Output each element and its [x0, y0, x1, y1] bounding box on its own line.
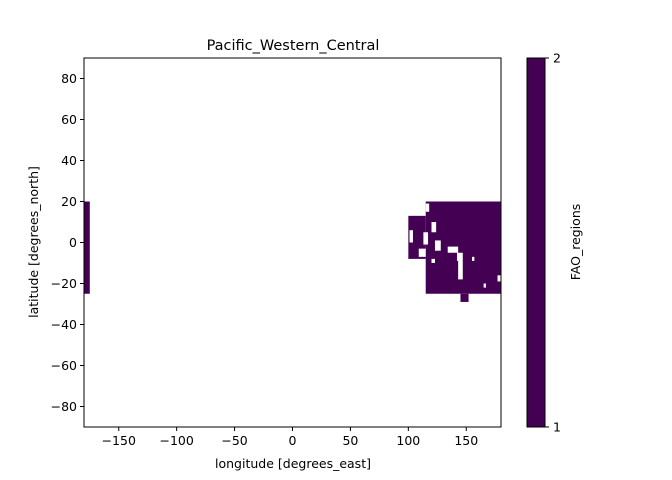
x-tick-label: −150 [102, 433, 136, 448]
land-gap-11 [497, 275, 501, 282]
colorbar-fill [527, 58, 545, 427]
land-gap-12 [431, 258, 435, 263]
colorbar-frame [526, 57, 546, 428]
land-gap-4 [423, 232, 429, 245]
x-tick-label: −50 [221, 433, 247, 448]
y-tick-label: −60 [51, 358, 77, 373]
land-gap-5 [434, 240, 441, 251]
y-tick-label: −20 [51, 276, 77, 291]
land-gap-1 [418, 248, 426, 257]
x-axis-label: longitude [degrees_east] [215, 456, 371, 471]
colorbar-label: FAO_regions [568, 204, 583, 281]
x-tick-label: 100 [396, 433, 420, 448]
land-gap-9 [472, 256, 475, 261]
y-axis: −80 −60 −40 −20 0 20 40 60 80 [51, 71, 84, 414]
land-gap-6 [447, 246, 459, 253]
region-cell-2 [408, 215, 426, 259]
y-tick-label: 60 [61, 112, 77, 127]
colorbar-tick-label: 1 [553, 420, 561, 435]
land-gap-0 [409, 230, 413, 243]
x-tick-label: −100 [159, 433, 193, 448]
chart-title: Pacific_Western_Central [207, 38, 380, 54]
x-axis: −150 −100 −50 0 50 100 150 [102, 427, 478, 448]
colorbar-ticks: 12 [545, 51, 561, 435]
y-tick-label: 40 [61, 153, 77, 168]
y-tick-label: 0 [69, 235, 77, 250]
land-gap-layer [409, 203, 501, 288]
land-gap-2 [425, 203, 430, 212]
y-tick-label: 20 [61, 194, 77, 209]
land-gap-10 [483, 283, 486, 288]
y-tick-label: 80 [61, 71, 77, 86]
y-tick-label: −80 [51, 399, 77, 414]
region-cell-0 [84, 201, 90, 294]
x-tick-label: 150 [454, 433, 478, 448]
x-tick-label: 50 [342, 433, 358, 448]
x-tick-label: 0 [289, 433, 297, 448]
colorbar-tick-label: 2 [553, 51, 561, 66]
land-gap-8 [458, 260, 463, 280]
y-tick-label: −40 [51, 317, 77, 332]
plot-area [83, 57, 502, 428]
land-gap-7 [456, 252, 463, 261]
y-axis-label: latitude [degrees_north] [26, 166, 41, 318]
colorbar: 12 FAO_regions [526, 51, 583, 435]
land-gap-3 [431, 222, 437, 233]
region-cell-3 [460, 293, 469, 302]
